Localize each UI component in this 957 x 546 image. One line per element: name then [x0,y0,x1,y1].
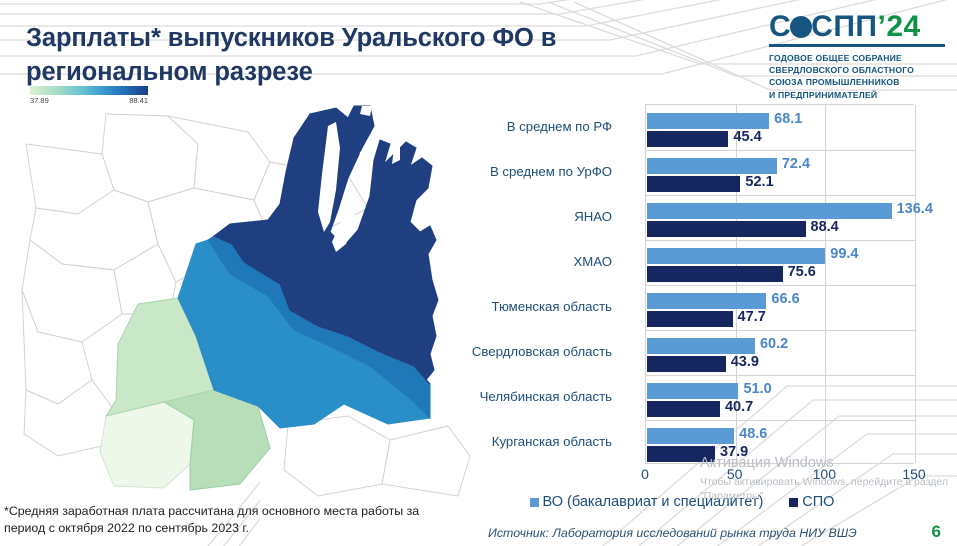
footnote-text: *Средняя заработная плата рассчитана для… [4,503,420,536]
chart-bar-value-vo: 48.6 [739,425,768,442]
chart-category-row: Свердловская область 60.2 43.9 [472,330,914,375]
chart-bar-vo [647,292,767,309]
chart-bar-spo [647,220,806,237]
chart-category-row: В среднем по РФ 68.1 45.4 [507,105,914,150]
chart-gridline-row-5 [646,330,915,331]
chart-category-row: ЯНАО 136.4 88.4 [574,195,933,240]
chart-category-label: ХМАО [573,253,612,269]
logo-apostrophe: ’ [877,10,887,43]
chart-category-label: Тюменская область [491,298,612,314]
chart-category-row: ХМАО 99.4 75.6 [573,240,914,285]
source-text: Источник: Лаборатория исследований рынка… [488,526,857,540]
chart-category-row: Челябинская область 51.0 40.7 [480,375,914,420]
chart-gridline-row-3 [646,240,915,241]
chart-bar-value-spo: 43.9 [730,353,759,370]
map-color-scale-legend: 37.89 88.41 [30,86,150,105]
chart-gridline-row-6 [646,375,915,376]
logo-letters-sppp: СПП [811,10,878,43]
chart-bar-value-vo: 68.1 [774,110,803,127]
chart-category-label: Курганская область [491,433,612,449]
logo-subtitle-line-1: ГОДОВОЕ ОБЩЕЕ СОБРАНИЕ [769,52,902,63]
map-scale-max: 88.41 [129,96,148,105]
chart-bar-spo [647,310,733,327]
chart-bar-vo [647,157,777,174]
chart-bar-value-spo: 40.7 [724,398,754,415]
chart-x-tick-label: 50 [726,466,743,482]
salary-bar-chart: В среднем по РФ 68.1 45.4 В среднем по УрФО… [470,104,940,494]
chart-bar-value-vo: 60.2 [759,335,789,352]
chart-gridline-row-2 [646,195,915,196]
chart-bar-spo [647,355,726,372]
chart-category-label: В среднем по РФ [506,118,612,134]
chart-bar-vo [647,247,826,264]
chart-bar-value-spo: 75.6 [787,263,816,280]
chart-bar-value-spo: 52.1 [745,173,774,190]
chart-gridline-row-1 [646,150,915,151]
map-color-scale-ticks: 37.89 88.41 [30,96,148,105]
chart-bar-value-spo: 88.4 [810,218,839,235]
logo-subtitle-line-3: СОЮЗА ПРОМЫШЛЕННИКОВ [769,77,900,88]
chart-bar-spo [647,175,741,192]
chart-bar-vo [647,202,892,219]
ural-federal-district-map [21,105,471,497]
logo-divider [769,44,945,47]
logo-subtitle-line-4: И ПРЕДПРИНИМАТЕЛЕЙ [769,89,878,100]
chart-legend: ВО (бакалавриат и специалитет) СПО [492,494,872,510]
chart-bar-value-spo: 45.4 [733,128,762,145]
chart-bar-spo [647,130,729,147]
chart-plot-area: В среднем по РФ 68.1 45.4 В среднем по УрФО… [472,104,933,465]
chart-legend-item[interactable]: СПО [789,494,834,510]
chart-gridline-row-4 [646,285,915,286]
chart-category-row: В среднем по УрФО 72.4 52.1 [490,150,914,195]
page-title: Зарплаты* выпускников Уральского ФО в ре… [26,24,557,86]
chart-gridline-row-7 [646,420,915,421]
chart-bar-value-vo: 72.4 [781,155,811,172]
chart-bar-spo [647,265,783,282]
page-number: 6 [931,522,941,541]
logo-o-circle-icon [790,16,813,38]
chart-category-label: В среднем по УрФО [489,163,612,179]
map-region-kurgan [99,401,195,489]
map-color-gradient-bar [30,86,148,95]
chart-bar-vo [647,427,735,444]
logo-wordmark: С СПП’24 [769,12,949,42]
chart-gridline-x-150 [915,105,916,463]
chart-legend-swatch-icon [789,497,799,507]
chart-legend-item[interactable]: ВО (бакалавриат и специалитет) [529,494,764,510]
chart-x-tick-label: 0 [641,466,649,482]
chart-x-tick-label: 150 [902,466,926,482]
chart-category-row: Тюменская область 66.6 47.7 [491,285,914,330]
map-scale-min: 37.89 [30,96,49,105]
logo-letter-s1: С [769,10,792,43]
chart-bar-value-vo: 99.4 [830,245,859,262]
chart-x-axis: 0 50 100 150 [641,466,935,488]
chart-bar-value-vo: 66.6 [771,290,800,307]
logo-subtitle-line-2: СВЕРДЛОВСКОГО ОБЛАСТНОГО [769,64,915,75]
chart-bar-vo [647,337,755,354]
chart-bar-value-vo: 51.0 [743,380,772,397]
sospp-logo: С СПП’24 ГОДОВОЕ ОБЩЕЕ СОБРАНИЕ СВЕРДЛОВС… [769,12,949,101]
chart-category-label: Свердловская область [471,343,612,359]
chart-legend-swatch-icon [529,497,539,507]
chart-bar-vo [647,382,739,399]
chart-gridline-x-50 [735,105,737,463]
chart-bar-vo [647,112,770,129]
chart-category-label: ЯНАО [574,208,612,224]
chart-bar-value-vo: 136.4 [896,200,933,217]
chart-bar-spo [647,445,715,462]
logo-year: 24 [886,10,921,43]
chart-bar-value-spo: 37.9 [719,443,749,460]
chart-x-tick-label: 100 [812,466,837,482]
chart-legend-label: СПО [802,494,835,510]
chart-bar-value-spo: 47.7 [737,308,766,325]
chart-category-label: Челябинская область [479,388,612,404]
chart-gridline-x-100 [825,105,827,463]
map-region-yanao [213,105,439,385]
chart-category-row: Курганская область 48.6 37.9 [492,420,914,465]
logo-subtitle: ГОДОВОЕ ОБЩЕЕ СОБРАНИЕ СВЕРДЛОВСКОГО ОБЛ… [769,52,949,102]
chart-bar-spo [647,400,720,417]
chart-legend-label: ВО (бакалавриат и специалитет) [542,494,764,510]
